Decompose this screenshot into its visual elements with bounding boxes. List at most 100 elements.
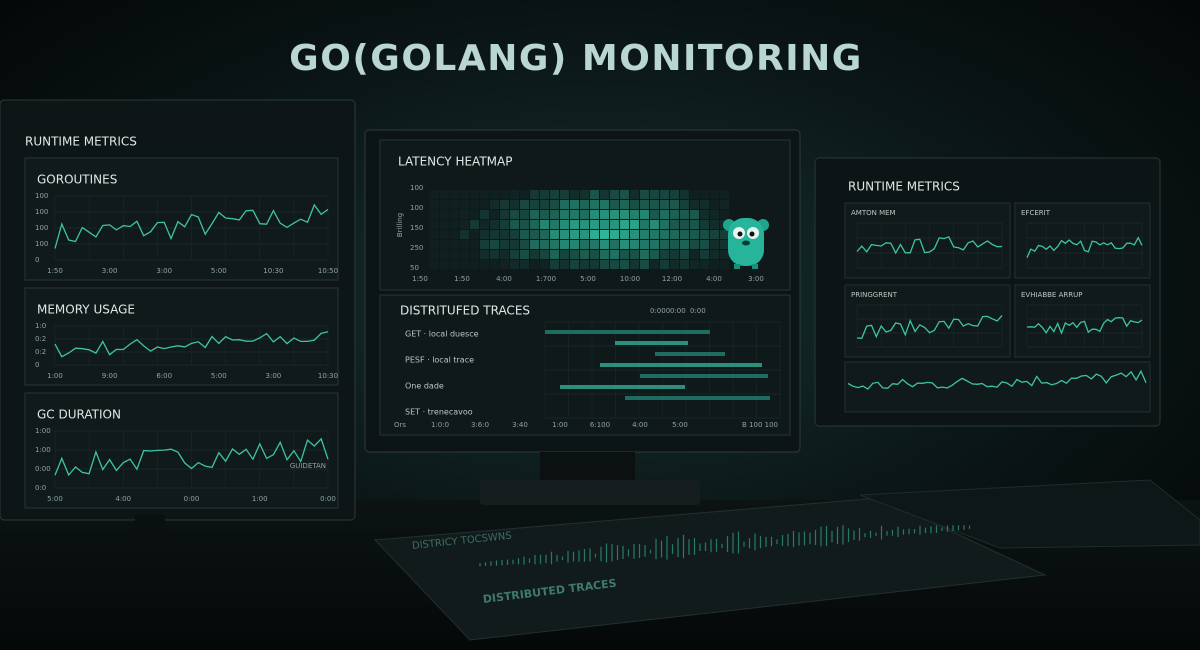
sparkline	[1026, 316, 1143, 335]
y-tick-label: 100	[410, 204, 423, 212]
metric-panel	[24, 287, 339, 386]
heatmap-cell	[590, 220, 599, 229]
heatmap-cell	[480, 240, 489, 249]
heatmap-cell	[550, 190, 559, 199]
heatmap-cell	[510, 220, 519, 229]
heatmap-cell	[630, 210, 639, 219]
heatmap-cell	[450, 210, 459, 219]
x-tick-label: 1:00	[47, 372, 63, 380]
heatmap-cell	[440, 250, 449, 259]
heatmap-cell	[690, 190, 699, 199]
legend-label: 0:00	[690, 307, 706, 315]
heatmap-cell	[490, 250, 499, 259]
x-tick-label: 5:00	[211, 372, 227, 380]
heatmap-cell	[520, 190, 529, 199]
heatmap-cell	[540, 230, 549, 239]
heatmap-cell	[640, 240, 649, 249]
heatmap-cell	[590, 260, 599, 269]
heatmap-cell	[710, 230, 719, 239]
heatmap-cell	[520, 260, 529, 269]
heatmap-cell	[620, 250, 629, 259]
heatmap-cell	[520, 210, 529, 219]
x-tick-label: 5:00	[47, 495, 63, 503]
heatmap-cell	[580, 190, 589, 199]
heatmap-cell	[500, 250, 509, 259]
gopher-mascot	[723, 218, 769, 269]
x-tick-label: 3:6:0	[471, 421, 489, 429]
heatmap-cell	[500, 260, 509, 269]
heatmap-cell	[720, 230, 729, 239]
heatmap-cell	[620, 230, 629, 239]
heatmap-cell	[680, 210, 689, 219]
heatmap-cell	[600, 250, 609, 259]
heatmap-cell	[450, 250, 459, 259]
heatmap-cell	[710, 190, 719, 199]
sparkline	[856, 236, 1003, 255]
heatmap-cell	[520, 240, 529, 249]
heatmap-cell	[660, 240, 669, 249]
heatmap-cell	[470, 190, 479, 199]
panel-title: AMTON MEM	[851, 209, 896, 217]
trace-span	[625, 396, 770, 400]
heatmap-cell	[460, 210, 469, 219]
x-tick-label: 9:00	[102, 372, 118, 380]
heatmap-cell	[640, 230, 649, 239]
heatmap-cell	[600, 220, 609, 229]
heatmap-cell	[490, 230, 499, 239]
heatmap-cell	[470, 230, 479, 239]
heatmap-cell	[620, 200, 629, 209]
panel-title: MEMORY USAGE	[37, 303, 135, 317]
heatmap-cell	[480, 230, 489, 239]
heatmap-cell	[460, 190, 469, 199]
heatmap-cell	[690, 230, 699, 239]
heatmap-cell	[580, 230, 589, 239]
heatmap-cell	[600, 200, 609, 209]
heatmap-cell	[540, 250, 549, 259]
heatmap-cell	[630, 250, 639, 259]
heatmap-cell	[550, 230, 559, 239]
heatmap-cell	[540, 200, 549, 209]
heatmap-cell	[570, 230, 579, 239]
heatmap-cell	[520, 200, 529, 209]
panel-title: DISTRITUFED TRACES	[400, 304, 530, 318]
heatmap-cell	[680, 220, 689, 229]
x-tick-label: 4:00	[706, 275, 722, 283]
trace-span	[640, 374, 768, 378]
heatmap-cell	[520, 220, 529, 229]
sparkline	[54, 437, 329, 477]
heatmap-cell	[670, 240, 679, 249]
monitor-heading: RUNTIME METRICS	[25, 135, 137, 149]
heatmap-cell	[700, 190, 709, 199]
heatmap-cell	[560, 210, 569, 219]
legend-label: 0:00	[670, 307, 686, 315]
heatmap-cell	[470, 240, 479, 249]
x-tick-label: 6:00	[156, 372, 172, 380]
heatmap-cell	[560, 190, 569, 199]
trace-span	[560, 385, 685, 389]
x-tick-label: 10:00	[620, 275, 640, 283]
heatmap-cell	[450, 200, 459, 209]
y-tick-label: 0:0	[35, 484, 46, 492]
heatmap-cell	[550, 260, 559, 269]
heatmap-cell	[500, 210, 509, 219]
heatmap-cell	[620, 260, 629, 269]
x-tick-label: 10:30	[318, 372, 338, 380]
heatmap-cell	[490, 190, 499, 199]
desk-tablet	[373, 497, 1047, 641]
heatmap-cell	[570, 220, 579, 229]
heatmap-cell	[590, 230, 599, 239]
heatmap-cell	[610, 190, 619, 199]
x-tick-label: 0:00	[184, 495, 200, 503]
heatmap-cell	[720, 190, 729, 199]
metric-panel	[24, 392, 339, 509]
page-title: GO(GOLANG) MONITORING	[289, 38, 863, 79]
heatmap-cell	[430, 200, 439, 209]
heatmap-cell	[680, 240, 689, 249]
heatmap-cell	[500, 200, 509, 209]
trace-row-label: PESF · local trace	[405, 356, 474, 365]
heatmap-cell	[580, 210, 589, 219]
sparkline	[54, 203, 329, 249]
y-tick-label: 100	[410, 184, 423, 192]
heatmap-cell	[650, 260, 659, 269]
panel-title: GC DURATION	[37, 408, 121, 422]
